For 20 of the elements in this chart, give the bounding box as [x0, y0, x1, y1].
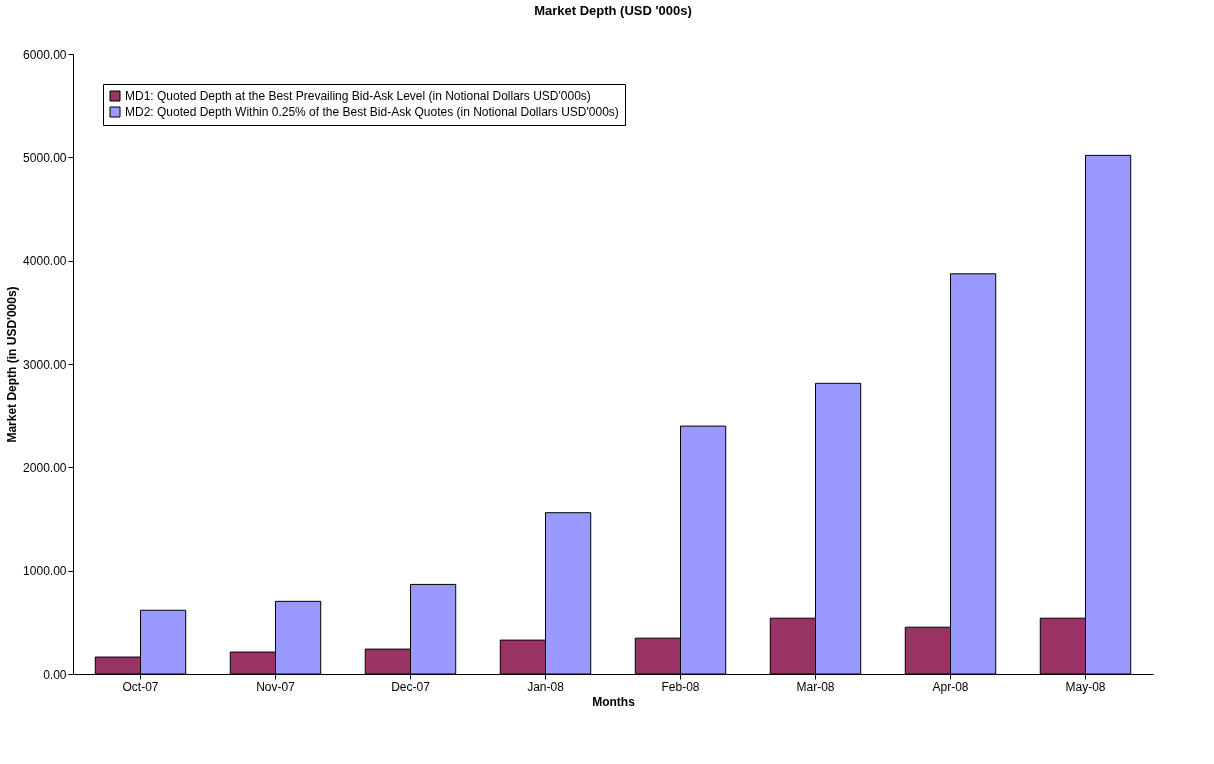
x-tick-label: Feb-08 [661, 679, 700, 694]
x-tick-label: Apr-08 [932, 679, 969, 694]
y-tick-label: 6000.00 [23, 47, 67, 62]
y-tick-label: 0.00 [43, 667, 67, 682]
chart-title: Market Depth (USD '000s) [534, 3, 692, 18]
y-tick-label: 5000.00 [23, 150, 67, 165]
y-tick-label: 3000.00 [23, 357, 67, 372]
x-tick-label: Jan-08 [527, 679, 565, 694]
y-tick-label: 4000.00 [23, 254, 67, 269]
x-axis-title: Months [592, 694, 636, 709]
x-tick-label: Dec-07 [391, 679, 431, 694]
x-tick-label: Nov-07 [256, 679, 296, 694]
x-tick-label: May-08 [1065, 679, 1106, 694]
x-tick-label: Oct-07 [122, 679, 159, 694]
legend-label: MD2: Quoted Depth Within 0.25% of the Best Bid-Ask Quotes (in Notional Dollars USD'000s) [125, 105, 619, 119]
y-tick-label: 2000.00 [23, 460, 67, 475]
x-tick-label: Mar-08 [796, 679, 835, 694]
y-tick-label: 1000.00 [23, 564, 67, 579]
y-axis-title: Market Depth (in USD'000s) [5, 286, 20, 443]
legend-label: MD1: Quoted Depth at the Best Prevailing Bid-Ask Level (in Notional Dollars USD'000s) [125, 89, 591, 103]
